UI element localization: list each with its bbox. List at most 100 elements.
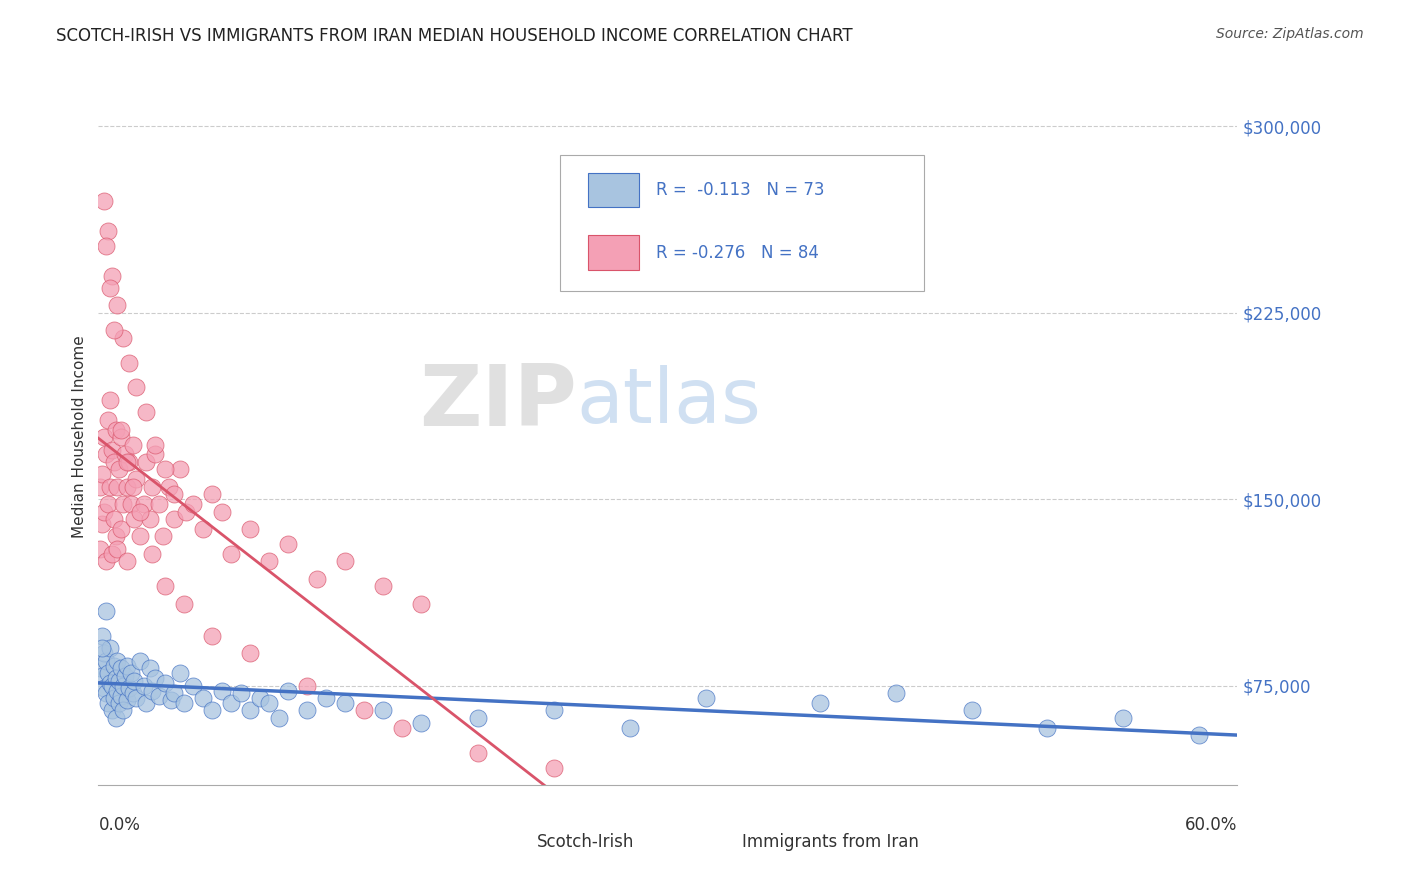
Point	[98, 480, 121, 494]
Point	[145, 437, 167, 451]
Point	[91, 668, 114, 682]
Point	[239, 703, 262, 717]
Point	[249, 690, 271, 705]
Point	[121, 686, 143, 700]
Point	[120, 497, 142, 511]
Point	[353, 703, 375, 717]
Point	[115, 455, 138, 469]
Point	[335, 696, 357, 710]
Point	[129, 654, 152, 668]
Point	[135, 455, 157, 469]
Point	[104, 671, 127, 685]
Point	[467, 711, 489, 725]
Text: Immigrants from Iran: Immigrants from Iran	[742, 833, 918, 851]
Point	[108, 696, 131, 710]
Point	[411, 715, 433, 730]
Point	[124, 673, 146, 688]
Point	[305, 572, 328, 586]
Point	[120, 666, 142, 681]
FancyBboxPatch shape	[588, 173, 640, 208]
Point	[107, 298, 129, 312]
Point	[411, 597, 433, 611]
Point	[97, 412, 120, 426]
Text: Scotch-Irish: Scotch-Irish	[537, 833, 634, 851]
Point	[104, 423, 127, 437]
FancyBboxPatch shape	[690, 828, 731, 855]
Point	[152, 529, 174, 543]
Point	[153, 579, 176, 593]
Point	[97, 666, 120, 681]
Point	[98, 392, 121, 407]
Point	[107, 654, 129, 668]
Point	[169, 462, 191, 476]
Point	[125, 472, 148, 486]
Point	[884, 686, 907, 700]
Point	[118, 455, 141, 469]
Text: ZIP: ZIP	[419, 360, 576, 444]
Point	[103, 658, 125, 673]
Point	[107, 541, 129, 556]
Point	[808, 696, 831, 710]
Point	[138, 661, 160, 675]
Point	[103, 455, 125, 469]
Point	[229, 686, 252, 700]
Point	[104, 711, 127, 725]
Point	[391, 721, 413, 735]
Point	[153, 676, 176, 690]
Point	[89, 480, 111, 494]
Point	[267, 711, 290, 725]
Point	[97, 696, 120, 710]
Point	[103, 323, 125, 337]
Point	[132, 497, 155, 511]
Point	[108, 462, 131, 476]
Point	[124, 512, 146, 526]
Point	[115, 480, 138, 494]
Point	[371, 579, 394, 593]
Point	[277, 683, 299, 698]
Point	[297, 703, 319, 717]
Point	[93, 681, 115, 695]
Point	[93, 505, 115, 519]
Point	[100, 547, 122, 561]
Point	[94, 654, 117, 668]
FancyBboxPatch shape	[560, 155, 924, 291]
Point	[315, 690, 337, 705]
Point	[153, 462, 176, 476]
Point	[94, 447, 117, 462]
Point	[110, 423, 132, 437]
Point	[239, 522, 262, 536]
Point	[110, 689, 132, 703]
Point	[159, 693, 181, 707]
Point	[97, 497, 120, 511]
Point	[695, 690, 717, 705]
Text: 60.0%: 60.0%	[1185, 816, 1237, 834]
Text: 0.0%: 0.0%	[98, 816, 141, 834]
Point	[135, 405, 157, 419]
Point	[104, 529, 127, 543]
Point	[163, 487, 186, 501]
Text: SCOTCH-IRISH VS IMMIGRANTS FROM IRAN MEDIAN HOUSEHOLD INCOME CORRELATION CHART: SCOTCH-IRISH VS IMMIGRANTS FROM IRAN MED…	[56, 27, 853, 45]
Point	[112, 331, 135, 345]
Point	[157, 480, 180, 494]
Point	[960, 703, 983, 717]
Point	[201, 629, 224, 643]
Point	[174, 505, 197, 519]
Point	[91, 641, 114, 656]
Point	[211, 505, 233, 519]
Point	[89, 541, 111, 556]
Y-axis label: Median Household Income: Median Household Income	[72, 335, 87, 539]
Point	[201, 703, 224, 717]
Point	[141, 683, 163, 698]
Point	[107, 480, 129, 494]
Point	[91, 467, 114, 482]
Point	[97, 224, 120, 238]
Point	[103, 690, 125, 705]
Point	[211, 683, 233, 698]
Point	[110, 661, 132, 675]
Point	[93, 646, 115, 660]
Point	[169, 666, 191, 681]
Point	[138, 512, 160, 526]
Point	[98, 281, 121, 295]
Point	[125, 690, 148, 705]
Point	[100, 268, 122, 283]
